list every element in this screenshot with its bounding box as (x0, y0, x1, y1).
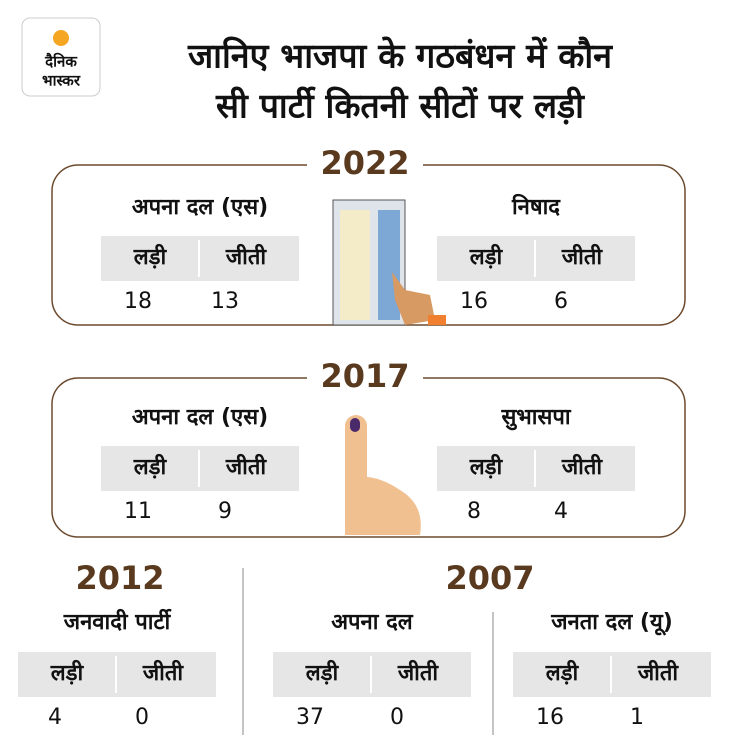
seats-won: 0 (390, 705, 404, 730)
column-label: जीती (225, 453, 268, 480)
column-label: जीती (637, 659, 680, 686)
column-label: जीती (561, 243, 604, 270)
column-label: लड़ी (50, 659, 85, 686)
evm-illustration (332, 199, 446, 326)
seats-won: 0 (135, 705, 149, 730)
seats-won: 1 (630, 705, 644, 730)
seats-won: 13 (211, 289, 239, 314)
seats-contested: 16 (460, 289, 488, 314)
party-name: अपना दल (एस) (132, 195, 268, 220)
year: 2017 (320, 357, 409, 395)
logo-line: दैनिक (44, 53, 78, 71)
party-name: सुभासपा (500, 405, 571, 431)
seats-won: 9 (218, 499, 232, 524)
year: 2007 (445, 559, 534, 597)
column-label: लड़ी (305, 659, 340, 686)
column-label: लड़ी (133, 453, 168, 480)
party-name: जनता दल (यू) (550, 610, 673, 636)
column-label: जीती (225, 243, 268, 270)
year-bg (307, 358, 423, 398)
logo-sun (53, 30, 69, 46)
column-label: लड़ी (545, 659, 580, 686)
title-line: सी पार्टी कितनी सीटों पर लड़ी (215, 86, 585, 127)
year-bg (307, 145, 423, 185)
column-label: जीती (561, 453, 604, 480)
seats-contested: 37 (296, 705, 324, 730)
seats-won: 4 (554, 499, 568, 524)
seats-contested: 11 (124, 499, 152, 524)
party-name: जनवादी पार्टी (63, 608, 173, 635)
column-label: लड़ी (469, 453, 504, 480)
title-line: जानिए भाजपा के गठबंधन में कौन (187, 36, 613, 77)
seats-contested: 18 (124, 289, 152, 314)
column-label: लड़ी (469, 243, 504, 270)
logo-box (21, 17, 101, 97)
seats-contested: 8 (467, 499, 481, 524)
seats-contested: 16 (536, 705, 564, 730)
column-label: लड़ी (133, 243, 168, 270)
year: 2022 (320, 144, 409, 182)
seats-won: 6 (554, 289, 568, 314)
seats-contested: 4 (48, 705, 62, 730)
party-name: निषाद (511, 193, 561, 220)
year: 2012 (75, 559, 164, 597)
party-name: अपना दल (331, 610, 414, 635)
column-label: जीती (397, 659, 440, 686)
party-name: अपना दल (एस) (132, 405, 268, 430)
logo-line: भास्कर (42, 72, 81, 90)
column-label: जीती (142, 659, 185, 686)
finger-illustration (345, 415, 421, 535)
